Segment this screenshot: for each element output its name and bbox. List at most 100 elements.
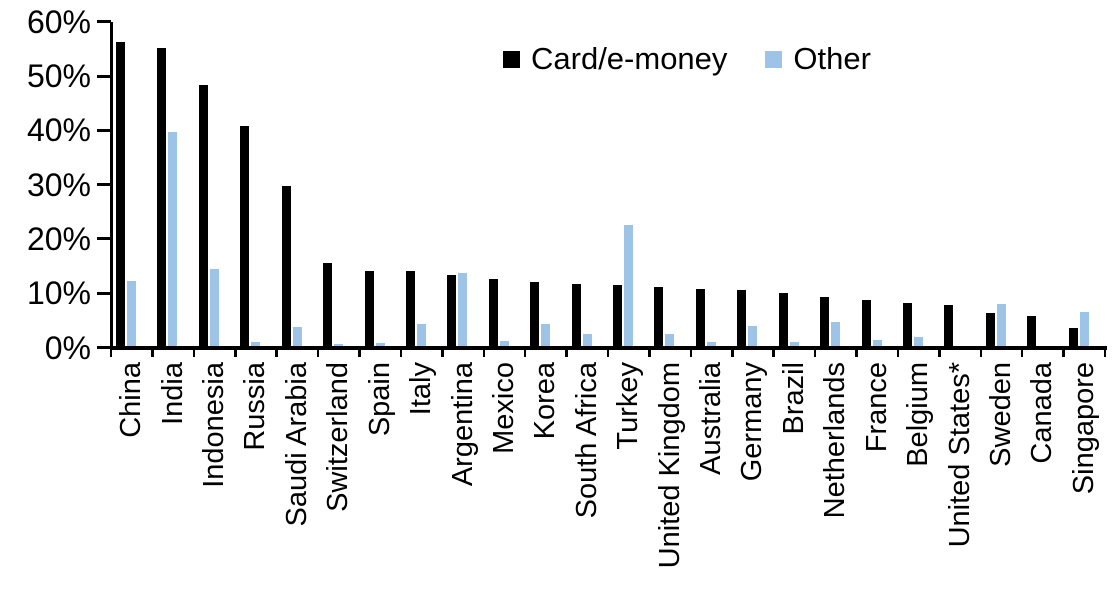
chart-legend: Card/e-money Other bbox=[503, 42, 871, 76]
y-tick-label-50: 50% bbox=[26, 58, 91, 94]
x-tick-label-argentina: Argentina bbox=[442, 362, 483, 592]
y-tick-label-40: 40% bbox=[26, 112, 91, 149]
bar-other-south-africa bbox=[582, 334, 592, 348]
x-tick-label-text: India bbox=[156, 362, 189, 425]
bar-other-singapore bbox=[1079, 312, 1089, 348]
bar-other-turkey bbox=[624, 225, 633, 348]
bar-card-e-money-south-africa bbox=[571, 283, 581, 348]
bar-card-e-money-canada bbox=[1027, 316, 1037, 348]
y-axis-line bbox=[109, 21, 113, 350]
x-tick-label-text: Korea bbox=[529, 362, 562, 440]
x-tick-label-france: France bbox=[857, 362, 898, 592]
x-tick bbox=[813, 345, 817, 357]
x-tick bbox=[772, 345, 775, 357]
x-tick-label-mexico: Mexico bbox=[484, 362, 525, 592]
x-tick-label-australia: Australia bbox=[691, 362, 732, 592]
bar-card-e-money-russia bbox=[240, 126, 250, 348]
legend-item-other: Other bbox=[765, 42, 871, 76]
x-tick-label-belgium: Belgium bbox=[898, 362, 939, 592]
x-tick bbox=[1062, 345, 1065, 357]
bar-other-indonesia bbox=[209, 269, 219, 348]
x-tick bbox=[896, 345, 900, 357]
bar-other-united-kingdom bbox=[665, 334, 675, 348]
x-tick bbox=[109, 345, 113, 357]
legend-swatch-other bbox=[765, 50, 783, 68]
x-tick-label-text: Australia bbox=[695, 362, 728, 475]
bar-card-e-money-united-kingdom bbox=[654, 287, 664, 348]
legend-item-card-e-money: Card/e-money bbox=[503, 42, 727, 76]
x-tick-label-text: United States* bbox=[943, 362, 976, 548]
x-tick-label-singapore: Singapore bbox=[1064, 362, 1105, 592]
y-tick bbox=[97, 237, 111, 241]
x-tick bbox=[192, 345, 196, 357]
x-tick bbox=[151, 345, 154, 357]
x-tick-label-text: Brazil bbox=[777, 362, 810, 435]
x-tick-label-text: Canada bbox=[1026, 362, 1059, 464]
bar-card-e-money-saudi-arabia bbox=[281, 185, 291, 348]
bar-other-india bbox=[168, 132, 178, 348]
bar-other-brazil bbox=[789, 341, 799, 348]
x-tick bbox=[399, 345, 403, 357]
legend-label-card-e-money: Card/e-money bbox=[531, 41, 728, 76]
x-tick-label-korea: Korea bbox=[525, 362, 566, 592]
y-tick-label-20: 20% bbox=[26, 220, 91, 257]
x-tick bbox=[855, 345, 858, 357]
x-tick bbox=[689, 345, 693, 357]
x-tick-label-text: Saudi Arabia bbox=[280, 362, 313, 527]
x-tick bbox=[648, 345, 651, 357]
x-tick bbox=[275, 345, 278, 357]
bar-card-e-money-switzerland bbox=[323, 263, 333, 348]
x-tick-label-text: Switzerland bbox=[322, 362, 355, 512]
x-tick bbox=[979, 345, 982, 357]
bar-card-e-money-united-states bbox=[944, 305, 954, 348]
x-tick-label-text: Russia bbox=[239, 362, 272, 451]
y-tick bbox=[97, 128, 111, 132]
bar-other-germany bbox=[748, 326, 758, 348]
bar-card-e-money-korea bbox=[530, 281, 540, 348]
x-tick-label-united-kingdom: United Kingdom bbox=[649, 362, 690, 592]
bar-card-e-money-france bbox=[861, 300, 871, 348]
x-tick-label-text: Sweden bbox=[984, 362, 1017, 467]
bar-card-e-money-china bbox=[116, 41, 125, 348]
bar-card-e-money-singapore bbox=[1068, 328, 1078, 348]
y-tick bbox=[97, 346, 111, 349]
x-tick bbox=[565, 345, 568, 357]
x-tick bbox=[606, 345, 610, 357]
x-tick-label-text: China bbox=[115, 362, 148, 438]
x-tick-label-text: Argentina bbox=[446, 362, 479, 487]
bar-card-e-money-italy bbox=[405, 271, 415, 348]
x-tick-label-russia: Russia bbox=[235, 362, 276, 592]
x-tick-label-text: Germany bbox=[736, 362, 769, 482]
bar-card-e-money-brazil bbox=[778, 293, 788, 348]
bar-card-e-money-spain bbox=[364, 271, 374, 348]
y-tick bbox=[97, 291, 111, 295]
x-tick-label-india: India bbox=[152, 362, 193, 592]
bar-card-e-money-indonesia bbox=[198, 84, 208, 348]
bar-card-e-money-belgium bbox=[902, 302, 912, 348]
legend-label-other: Other bbox=[793, 41, 871, 76]
x-tick bbox=[1020, 345, 1024, 357]
bar-card-e-money-netherlands bbox=[820, 297, 830, 348]
x-tick-label-canada: Canada bbox=[1022, 362, 1063, 592]
x-tick bbox=[316, 345, 320, 357]
x-tick-label-text: Indonesia bbox=[198, 362, 231, 488]
bar-other-belgium bbox=[913, 337, 923, 348]
x-tick bbox=[234, 345, 237, 357]
bar-card-e-money-india bbox=[157, 47, 167, 348]
x-tick-label-netherlands: Netherlands bbox=[815, 362, 856, 592]
x-tick-label-text: Turkey bbox=[612, 362, 645, 450]
x-tick-label-germany: Germany bbox=[732, 362, 773, 592]
bar-other-argentina bbox=[458, 273, 468, 348]
x-tick bbox=[358, 345, 361, 357]
bar-card-e-money-sweden bbox=[985, 312, 995, 348]
x-tick-label-text: France bbox=[860, 362, 893, 453]
bar-other-russia bbox=[251, 342, 261, 348]
x-tick-label-text: Netherlands bbox=[819, 362, 852, 519]
x-tick bbox=[441, 345, 444, 357]
y-tick-label-0: 0% bbox=[44, 329, 91, 366]
bar-card-e-money-argentina bbox=[447, 275, 457, 348]
x-tick-label-china: China bbox=[111, 362, 152, 592]
bar-other-spain bbox=[375, 342, 385, 348]
